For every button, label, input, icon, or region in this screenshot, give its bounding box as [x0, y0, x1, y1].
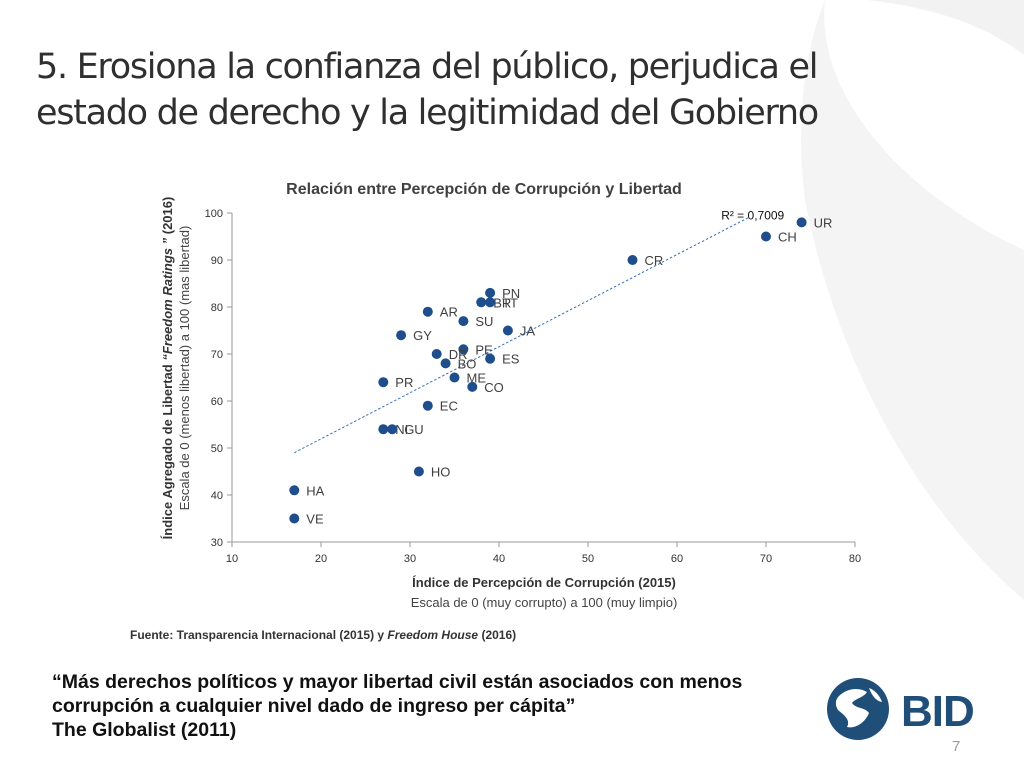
data-label-pr: PR — [395, 375, 413, 390]
data-point-br — [476, 297, 487, 308]
y-axis-title-part2: (2016) — [160, 197, 175, 238]
data-point-ja — [502, 325, 513, 336]
data-label-tt: TT — [502, 295, 518, 310]
data-label-ve: VE — [306, 512, 324, 527]
data-label-br: BR — [493, 295, 511, 310]
y-axis-title-part1: Índice Agregado de Libertad — [160, 361, 175, 540]
data-point-pr — [378, 377, 389, 388]
data-point-ec — [422, 400, 433, 411]
quote-line-2: corrupción a cualquier nivel dado de ing… — [52, 695, 576, 717]
source-suffix: (2016) — [478, 628, 517, 642]
x-tick-label: 10 — [226, 553, 238, 565]
quote-line-1: “Más derechos políticos y mayor libertad… — [52, 671, 743, 693]
data-label-gu: GU — [404, 422, 424, 437]
source-prefix: Fuente: Transparencia Internacional (201… — [130, 628, 388, 642]
y-tick-label: 90 — [211, 255, 223, 267]
y-axis-title: Índice Agregado de Libertad “Freedom Rat… — [160, 197, 175, 540]
data-point-ar — [422, 306, 433, 317]
data-label-pn: PN — [502, 286, 520, 301]
data-point-ur — [796, 217, 807, 228]
data-label-co: CO — [484, 380, 504, 395]
x-tick-label: 30 — [404, 553, 416, 565]
data-point-es — [485, 353, 496, 364]
x-tick-label: 20 — [315, 553, 327, 565]
y-tick-label: 30 — [211, 537, 223, 549]
data-label-su: SU — [475, 314, 493, 329]
chart-title: Relación entre Percepción de Corrupción … — [286, 181, 682, 198]
data-label-ec: EC — [440, 399, 458, 414]
data-point-ch — [761, 231, 771, 242]
data-label-ni: NI — [395, 422, 408, 437]
data-point-gu — [387, 424, 398, 435]
data-point-gy — [396, 330, 407, 341]
y-axis-subtitle: Escala de 0 (menos libertad) a 100 (mas … — [177, 226, 192, 511]
x-tick-label: 60 — [671, 553, 683, 565]
source-italic: Freedom House — [387, 628, 479, 642]
x-tick-label: 50 — [582, 553, 594, 565]
data-label-pe: PE — [475, 342, 493, 357]
data-point-ve — [289, 513, 300, 524]
source-note: Fuente: Transparencia Internacional (201… — [130, 628, 516, 642]
data-point-cr — [627, 255, 638, 265]
chart-axes: 30 40 50 60 70 80 90 100 10 20 30 40 50 60 70 80 — [205, 208, 861, 565]
r-squared-label: R² = 0,7009 — [721, 209, 784, 223]
data-label-me: ME — [467, 371, 487, 386]
slide-title: 5. Erosiona la confianza del público, pe… — [36, 44, 936, 136]
x-tick-label: 40 — [493, 553, 505, 565]
x-tick-label: 70 — [760, 553, 772, 565]
data-point-ha — [289, 485, 300, 496]
y-tick-label: 40 — [211, 490, 223, 502]
data-point-dr — [431, 349, 442, 359]
data-label-gy: GY — [413, 328, 432, 343]
y-axis-title-italic: “Freedom Ratings ” — [160, 237, 175, 360]
data-point-co — [467, 381, 478, 392]
data-label-es: ES — [502, 352, 520, 367]
data-label-ur: UR — [814, 215, 833, 230]
data-label-ha: HA — [306, 483, 324, 498]
page-number: 7 — [952, 738, 961, 755]
y-tick-label: 80 — [211, 302, 223, 314]
data-point-ho — [413, 466, 424, 477]
quote-attribution: The Globalist (2011) — [52, 719, 237, 741]
quote-block: “Más derechos políticos y mayor libertad… — [52, 670, 742, 742]
data-label-ch: CH — [778, 230, 797, 245]
x-axis-subtitle: Escala de 0 (muy corrupto) a 100 (muy li… — [411, 595, 678, 610]
data-point-pn — [485, 287, 496, 298]
data-label-dr: DR — [449, 347, 468, 362]
data-point-su — [458, 316, 469, 327]
y-tick-label: 60 — [211, 396, 223, 408]
trendline-group: R² = 0,7009 — [294, 209, 785, 454]
bid-logo: BID — [827, 678, 975, 740]
data-point-ni — [378, 424, 389, 435]
y-tick-label: 50 — [211, 443, 223, 455]
data-point-bo — [440, 358, 451, 369]
data-label-cr: CR — [645, 253, 664, 268]
x-axis-title: Índice de Percepción de Corrupción (2015… — [412, 575, 676, 590]
data-point-tt — [485, 297, 496, 308]
bid-logo-text: BID — [901, 687, 974, 736]
slide-title-line-1: 5. Erosiona la confianza del público, pe… — [36, 47, 818, 87]
data-label-bo: BO — [458, 356, 477, 371]
data-label-ar: AR — [440, 305, 458, 320]
slide-title-line-2: estado de derecho y la legitimidad del G… — [36, 93, 819, 133]
data-point-pe — [458, 344, 469, 355]
data-point-me — [449, 372, 460, 383]
y-tick-label: 100 — [205, 208, 223, 220]
y-tick-label: 70 — [211, 349, 223, 361]
x-tick-label: 80 — [849, 553, 861, 565]
data-label-ho: HO — [431, 465, 451, 480]
data-label-ja: JA — [520, 324, 536, 339]
